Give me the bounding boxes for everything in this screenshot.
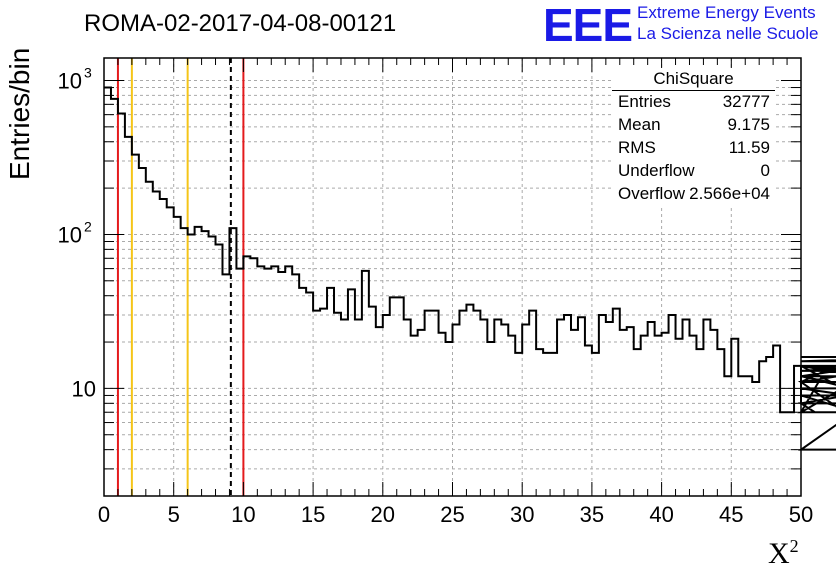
x-tick-label: 45 [719,502,743,527]
axis-ticks [103,58,802,497]
x-tick-label: 25 [440,502,464,527]
stats-label: Entries [618,92,671,111]
x-tick-label: 0 [98,502,110,527]
stats-title: ChiSquare [653,69,734,88]
logo-text-line1: Extreme Energy Events [637,3,816,22]
x-tick-label: 15 [301,502,325,527]
x-tick-label: 10 [231,502,255,527]
x-tick-label: 30 [510,502,534,527]
histogram-line [104,86,836,451]
x-axis-label-exponent: 2 [789,536,799,556]
logo-text-line2: La Scienza nelle Scuole [637,24,819,43]
stats-value: 2.566e+04 [689,184,770,203]
stats-label: Overflow [618,184,686,203]
x-tick-labels: 0 5 10 15 20 25 30 35 40 45 50 [98,502,813,527]
eee-logo: EEE [543,0,633,51]
stats-value: 0 [760,161,770,180]
stats-label: Mean [618,115,661,134]
x-tick-label: 20 [371,502,395,527]
reference-lines [116,58,245,496]
x-tick-label: 5 [168,502,180,527]
y-tick-label: 10 [72,376,96,401]
y-tick-label-exponent: 3 [84,64,92,80]
x-tick-label: 50 [789,502,813,527]
x-tick-label: 35 [580,502,604,527]
stats-value: 11.59 [728,138,770,157]
y-tick-label: 10 [58,222,82,247]
stats-row-entries: Entries 32777 [618,92,770,114]
stats-row-rms: RMS 11.59 [618,138,770,160]
y-tick-label: 10 [58,68,82,93]
y-axis-label: Entries/bin [4,47,35,180]
x-axis-label-base: X [768,537,790,570]
stats-value: 9.175 [727,115,770,134]
stats-row-underflow: Underflow 0 [618,161,770,183]
stats-value: 32777 [722,92,770,111]
stats-box: ChiSquare Entries 32777 Mean 9.175 RMS 1… [612,68,775,208]
stats-row-mean: Mean 9.175 [618,115,770,137]
stats-label: Underflow [618,161,695,180]
x-axis-label: X2 [768,536,799,571]
x-tick-label: 40 [649,502,673,527]
chart-title: ROMA-02-2017-04-08-00121 [84,10,397,37]
y-tick-label-exponent: 2 [84,218,92,234]
stats-divider [612,90,775,91]
stats-row-overflow: Overflow 2.566e+04 [618,184,770,206]
stats-label: RMS [618,138,656,157]
